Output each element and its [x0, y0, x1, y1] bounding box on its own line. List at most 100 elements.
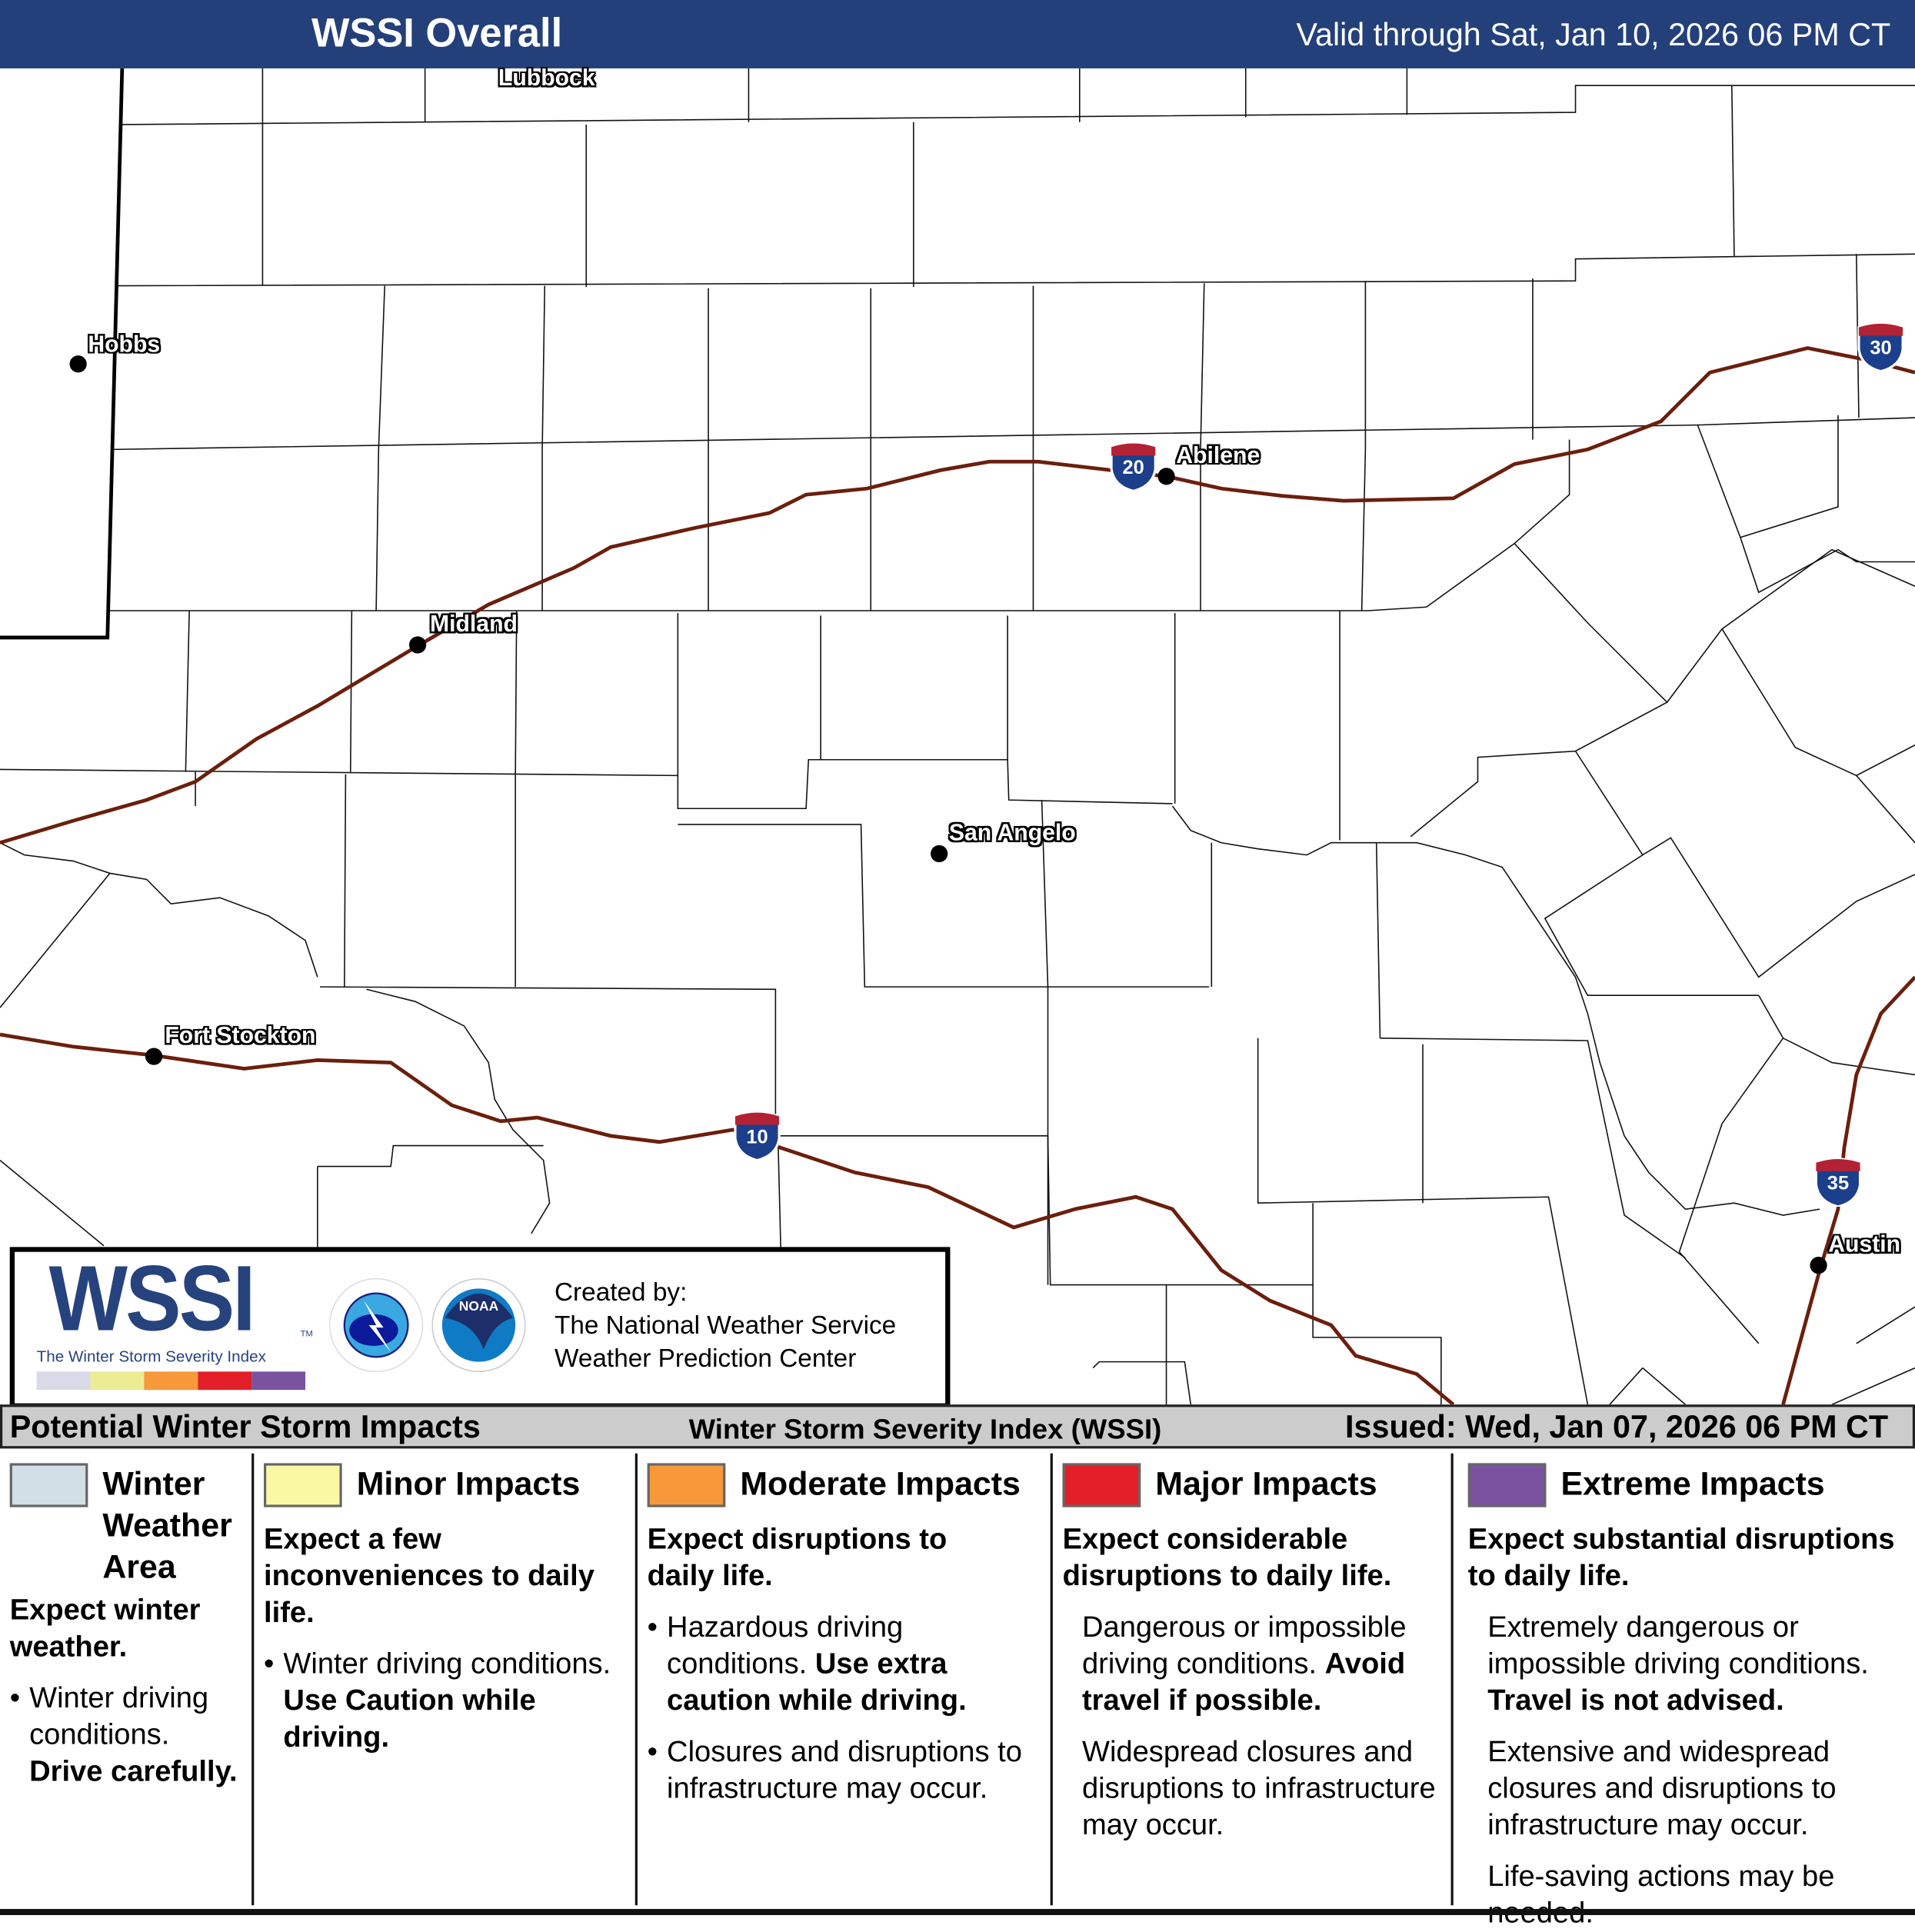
county-line [678, 824, 1210, 988]
trademark: TM [300, 1330, 313, 1339]
legend-subtitle: Winter Storm Severity Index (WSSI) [688, 1413, 1162, 1445]
color-swatch [9, 1463, 88, 1507]
color-swatch [1467, 1463, 1547, 1507]
color-swatch [647, 1463, 726, 1507]
city-label-san-angelo: San Angelo [948, 821, 1076, 847]
county-line [1544, 751, 1759, 997]
city-label-lubbock: Lubbock [498, 65, 595, 92]
city-label-hobbs: Hobbs [88, 331, 161, 358]
city-dot [145, 1048, 163, 1065]
city-dot [1810, 1257, 1827, 1274]
river [0, 842, 551, 1234]
county-line [320, 986, 1314, 1286]
city-label-austin: Austin [1828, 1232, 1901, 1258]
county-line [1721, 628, 1915, 777]
county-line [1257, 1038, 1589, 1405]
wssi-logo: WSSI [48, 1247, 256, 1351]
legend-title-bar: Potential Winter Storm Impacts Winter St… [0, 1404, 1915, 1449]
paragraph-text: Dangerous or impossible driving conditio… [1081, 1611, 1407, 1681]
county-line [1375, 842, 1381, 1038]
category-headline: Expect disruptions to daily life. [647, 1523, 948, 1593]
bullet-text: Winter driving conditions. [29, 1681, 209, 1752]
noaa-logo-icon: NOAA [431, 1277, 526, 1373]
color-swatch [1062, 1463, 1141, 1507]
category-label: Moderate Impacts [740, 1465, 1021, 1503]
county-line [0, 1159, 105, 1247]
paragraph-text: Widespread closures and disruptions to i… [1081, 1735, 1436, 1842]
county-line [375, 285, 386, 611]
city-dot [69, 355, 87, 373]
created-by: Created by: The National Weather Service… [555, 1276, 896, 1375]
county-line [185, 610, 190, 772]
category-headline: Expect substantial disruptions to daily … [1467, 1523, 1895, 1593]
city-dot [408, 636, 427, 654]
county-line [1642, 1367, 1686, 1405]
county-line [107, 606, 1427, 611]
county-line [117, 253, 1915, 287]
category-label: Winter Weather Area [102, 1465, 232, 1586]
interstate-35-shield-icon: 35 [1813, 1158, 1863, 1208]
county-line [1426, 439, 1570, 608]
created-by-label: Created by: [554, 1278, 688, 1307]
paragraph-emphasis: Avoid travel if possible. [1081, 1647, 1406, 1717]
bullet-text: Closures and disruptions to infrastructu… [667, 1735, 1022, 1806]
county-line [1856, 774, 1915, 844]
river [1171, 805, 1820, 1216]
county-line [541, 285, 546, 611]
county-line [122, 85, 1915, 125]
county-line [1831, 1367, 1915, 1405]
county-line [1856, 1306, 1915, 1344]
category-label: Extreme Impacts [1560, 1465, 1825, 1503]
divider [1450, 1453, 1454, 1906]
divider [634, 1453, 638, 1906]
county-line [317, 1144, 544, 1168]
wssi-subtitle: The Winter Storm Severity Index [36, 1347, 266, 1366]
legend-title: Potential Winter Storm Impacts [9, 1407, 481, 1445]
county-line [1731, 85, 1735, 257]
bullet-text: Hazardous driving conditions. [667, 1611, 904, 1681]
category-label: Minor Impacts [356, 1465, 581, 1503]
city-label-fort-stockton: Fort Stockton [165, 1023, 316, 1050]
county-line [1855, 254, 1860, 418]
county-line [344, 774, 347, 988]
bullet-icon: • [647, 1735, 658, 1769]
nws-logo-icon [328, 1277, 424, 1373]
county-line [112, 417, 1915, 451]
header-bar: WSSI Overall Valid through Sat, Jan 10, … [0, 0, 1915, 68]
paragraph-emphasis: Travel is not advised. [1487, 1684, 1784, 1717]
county-line [1092, 1361, 1192, 1405]
scale-swatch [144, 1371, 198, 1391]
county-line [1666, 548, 1915, 703]
legend-major-impacts: Major Impacts Expect considerable disrup… [1062, 1454, 1449, 1906]
county-line [349, 610, 353, 772]
divider [251, 1453, 255, 1906]
noaa-logo-text: NOAA [459, 1298, 499, 1314]
county-line [1410, 543, 1668, 838]
org-nws: The National Weather Service [554, 1311, 897, 1341]
category-label: Major Impacts [1155, 1465, 1377, 1503]
paragraph-text: Extremely dangerous or impossible drivin… [1487, 1611, 1869, 1681]
scale-swatch [90, 1371, 145, 1391]
bullet-emphasis: Drive carefully. [29, 1754, 238, 1788]
map-title: WSSI Overall [311, 9, 563, 55]
county-line [1642, 837, 1915, 978]
bullet-icon: • [647, 1611, 658, 1644]
org-wpc: Weather Prediction Center [554, 1344, 857, 1373]
county-line [1380, 1038, 1686, 1259]
bottom-border [0, 1909, 1915, 1915]
bullet-icon: • [9, 1681, 21, 1715]
scale-swatch [251, 1371, 306, 1391]
bullet-icon: • [264, 1647, 275, 1681]
paragraph-text: Life-saving actions may be needed. [1487, 1860, 1835, 1930]
divider [1050, 1453, 1053, 1906]
legend-extreme-impacts: Extreme Impacts Expect substantial disru… [1467, 1454, 1910, 1930]
county-line [1609, 1367, 1644, 1405]
category-headline: Expect winter weather. [9, 1594, 201, 1664]
legend-moderate-impacts: Moderate Impacts Expect disruptions to d… [647, 1454, 1046, 1906]
color-swatch [264, 1463, 342, 1507]
county-line [0, 872, 111, 1008]
county-line [1758, 994, 1915, 1076]
city-dot [931, 844, 948, 863]
paragraph-text: Extensive and widespread closures and di… [1487, 1735, 1837, 1842]
